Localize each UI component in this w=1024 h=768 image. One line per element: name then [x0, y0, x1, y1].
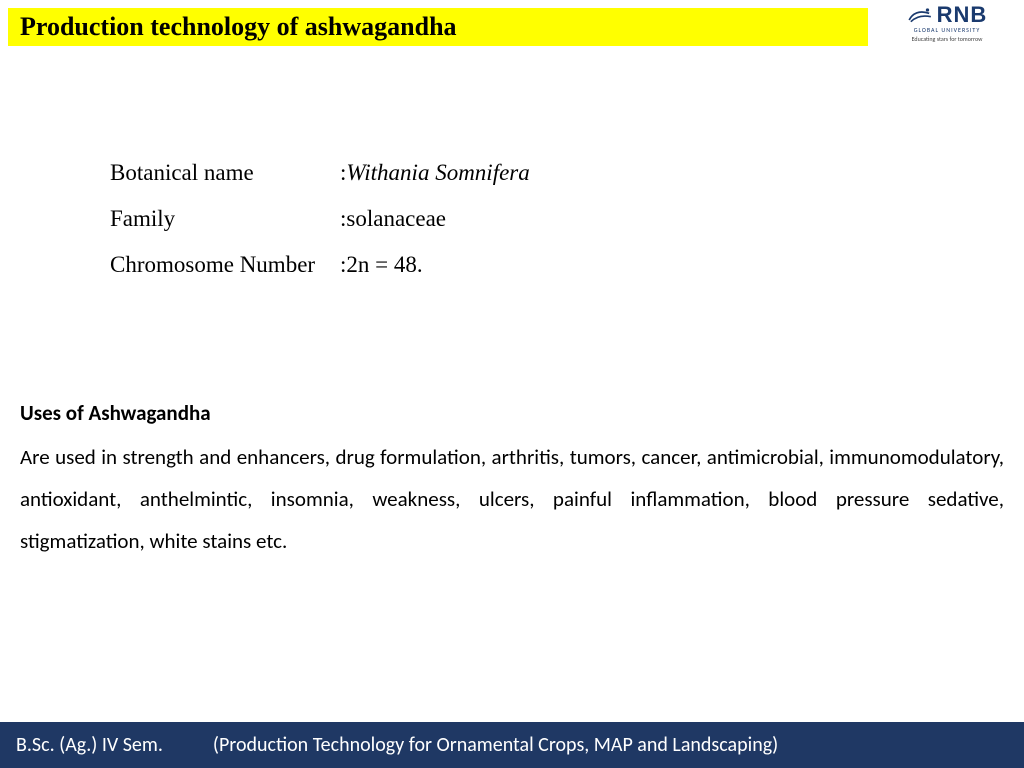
info-row: Chromosome Number : 2n = 48. [110, 242, 530, 288]
taxonomy-info: Botanical name : Withania Somnifera Fami… [110, 150, 530, 288]
info-value: 2n = 48. [346, 242, 422, 288]
globe-swirl-icon [907, 5, 933, 25]
logo-subtitle-1: GLOBAL UNIVERSITY [882, 26, 1012, 34]
info-value: Withania Somnifera [346, 150, 529, 196]
logo-brand-text: RNB [937, 2, 988, 28]
footer-course-title: (Production Technology for Ornamental Cr… [213, 733, 778, 757]
footer-course-code: B.Sc. (Ag.) IV Sem. [16, 733, 163, 757]
uses-body-text: Are used in strength and enhancers, drug… [20, 436, 1004, 562]
university-logo: RNB GLOBAL UNIVERSITY Educating stars fo… [882, 2, 1012, 43]
uses-heading: Uses of Ashwagandha [20, 400, 1004, 426]
info-row: Botanical name : Withania Somnifera [110, 150, 530, 196]
info-value: solanaceae [346, 196, 446, 242]
info-label: Family [110, 196, 340, 242]
logo-subtitle-2: Educating stars for tomorrow [882, 35, 1012, 43]
uses-section: Uses of Ashwagandha Are used in strength… [20, 400, 1004, 562]
logo-top-row: RNB [882, 2, 1012, 28]
info-row: Family : solanaceae [110, 196, 530, 242]
footer-bar: B.Sc. (Ag.) IV Sem. (Production Technolo… [0, 722, 1024, 768]
title-bar: Production technology of ashwagandha [8, 8, 868, 46]
info-label: Chromosome Number [110, 242, 340, 288]
slide-title: Production technology of ashwagandha [20, 12, 457, 42]
info-label: Botanical name [110, 150, 340, 196]
